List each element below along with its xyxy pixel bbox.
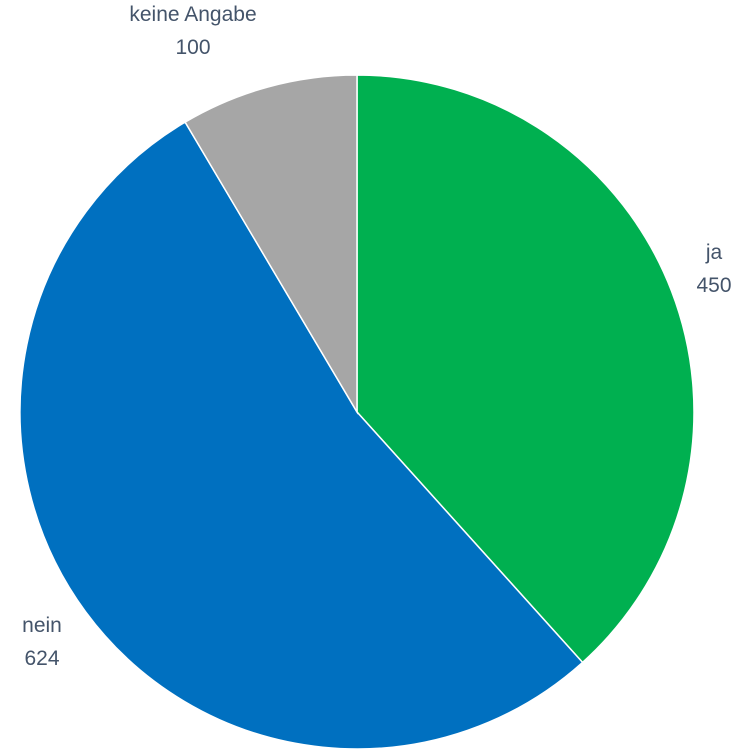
slice-label-nein: nein <box>22 614 62 637</box>
slice-label-ja: ja <box>705 241 723 264</box>
slice-value-nein: 624 <box>24 647 59 670</box>
pie-labels: ja 450 nein 624 keine Angabe 100 <box>22 3 731 670</box>
pie-slice-keine-angabe <box>184 74 358 415</box>
slice-value-ja: 450 <box>696 274 731 297</box>
pie-slice-ja <box>356 74 695 664</box>
pie-slice-nein <box>19 121 584 749</box>
pie-slices <box>19 74 695 749</box>
slice-label-keine-angabe: keine Angabe <box>129 3 256 26</box>
slice-value-keine-angabe: 100 <box>175 36 210 59</box>
